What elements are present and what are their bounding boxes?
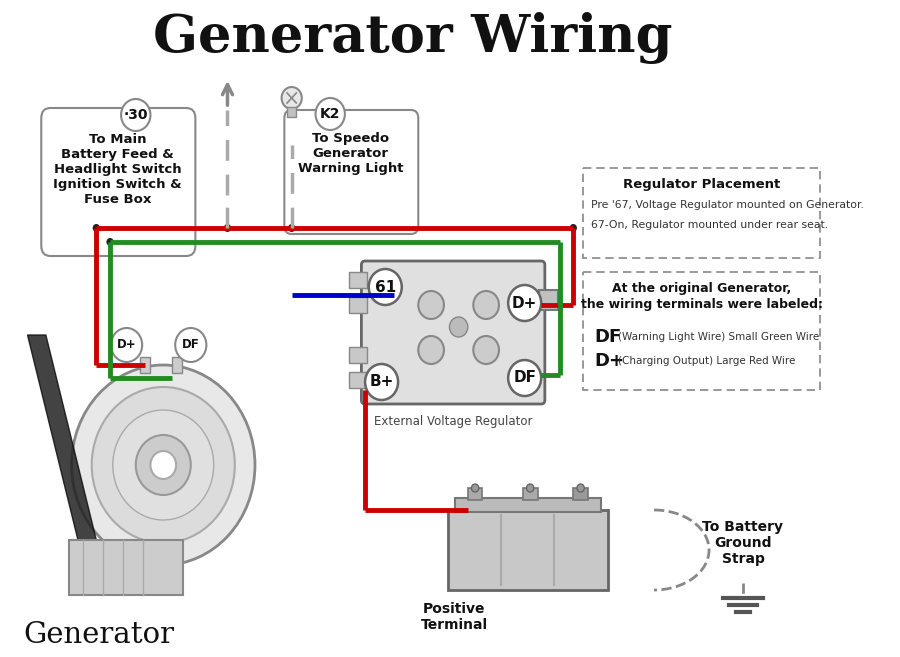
Text: DF: DF (513, 371, 536, 386)
Circle shape (508, 360, 541, 396)
Text: ·30: ·30 (123, 108, 148, 122)
Text: Generator Wiring: Generator Wiring (153, 12, 672, 64)
Circle shape (71, 365, 255, 565)
Text: (Charging Output) Large Red Wire: (Charging Output) Large Red Wire (618, 356, 796, 366)
Text: 61: 61 (374, 279, 396, 294)
Bar (455, 498, 601, 512)
Text: D+: D+ (512, 296, 537, 311)
Bar (447, 510, 608, 590)
Polygon shape (28, 335, 96, 540)
Circle shape (473, 291, 499, 319)
Bar (348, 372, 367, 388)
Bar (523, 488, 537, 500)
Circle shape (176, 328, 206, 362)
Circle shape (473, 336, 499, 364)
Bar (573, 488, 588, 500)
Circle shape (472, 484, 479, 492)
FancyBboxPatch shape (284, 110, 418, 234)
Circle shape (150, 451, 176, 479)
Bar (348, 297, 367, 313)
Circle shape (288, 224, 295, 232)
Bar (348, 272, 367, 288)
Text: Pre '67, Voltage Regulator mounted on Generator.: Pre '67, Voltage Regulator mounted on Ge… (590, 200, 864, 210)
FancyBboxPatch shape (41, 108, 195, 256)
Text: External Voltage Regulator: External Voltage Regulator (374, 415, 533, 428)
Text: (Warning Light Wire) Small Green Wire: (Warning Light Wire) Small Green Wire (618, 332, 820, 342)
Text: D+: D+ (594, 352, 625, 370)
Circle shape (316, 98, 345, 130)
Circle shape (418, 291, 444, 319)
Circle shape (122, 99, 150, 131)
FancyBboxPatch shape (583, 272, 820, 390)
Text: DF: DF (594, 328, 622, 346)
Text: 67-On, Regulator mounted under rear seat.: 67-On, Regulator mounted under rear seat… (590, 220, 828, 230)
Text: Regulator Placement: Regulator Placement (623, 178, 780, 191)
Text: D+: D+ (117, 338, 137, 351)
Circle shape (93, 224, 100, 232)
Text: To Main
Battery Feed &
Headlight Switch
Ignition Switch &
Fuse Box: To Main Battery Feed & Headlight Switch … (53, 133, 182, 206)
Circle shape (112, 410, 213, 520)
Text: To Battery
Ground
Strap: To Battery Ground Strap (703, 520, 784, 566)
Bar (468, 488, 482, 500)
Circle shape (508, 285, 541, 321)
Circle shape (369, 269, 401, 305)
Circle shape (577, 484, 584, 492)
Text: the wiring terminals were labeled:: the wiring terminals were labeled: (580, 298, 823, 311)
Bar (287, 107, 296, 117)
Ellipse shape (112, 373, 168, 558)
Circle shape (92, 387, 235, 543)
Text: B+: B+ (369, 374, 394, 390)
Bar (140, 357, 149, 373)
Text: DF: DF (182, 338, 200, 351)
Text: K2: K2 (320, 107, 340, 121)
Circle shape (111, 328, 142, 362)
Circle shape (136, 435, 191, 495)
Circle shape (449, 317, 468, 337)
Circle shape (282, 87, 302, 109)
Text: To Speedo
Generator
Warning Light: To Speedo Generator Warning Light (298, 132, 403, 175)
Bar (348, 347, 367, 363)
Bar (68, 540, 184, 595)
Circle shape (106, 238, 113, 246)
Circle shape (526, 484, 534, 492)
Circle shape (365, 364, 398, 400)
Bar (173, 357, 182, 373)
Circle shape (418, 336, 444, 364)
Circle shape (570, 224, 577, 232)
FancyBboxPatch shape (362, 261, 544, 404)
Text: At the original Generator,: At the original Generator, (612, 282, 791, 295)
Text: Positive
Terminal: Positive Terminal (421, 602, 488, 632)
Circle shape (224, 224, 231, 232)
Bar (539, 290, 558, 310)
Text: Generator: Generator (22, 621, 174, 649)
FancyBboxPatch shape (583, 168, 820, 258)
